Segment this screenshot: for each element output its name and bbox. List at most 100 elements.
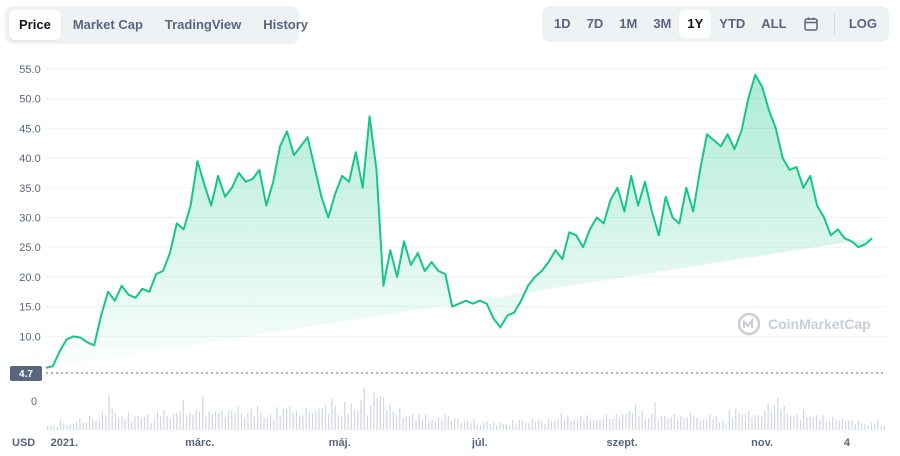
volume-bar	[179, 411, 181, 430]
volume-bar	[573, 419, 575, 430]
volume-bar	[328, 414, 330, 430]
volume-bar	[544, 423, 546, 430]
volume-bar	[147, 413, 149, 430]
volume-bar	[596, 420, 598, 430]
volume-bar	[383, 397, 385, 430]
volume-bar	[609, 418, 611, 430]
range-button-ytd[interactable]: YTD	[719, 16, 746, 31]
volume-bar	[463, 421, 465, 430]
volume-bar	[59, 420, 62, 430]
range-button-3m[interactable]: 3M	[653, 16, 672, 31]
volume-bar	[631, 413, 633, 430]
volume-bar	[169, 418, 171, 430]
volume-bar	[370, 406, 372, 430]
volume-bar	[127, 412, 129, 430]
volume-bar	[602, 418, 604, 430]
volume-bar	[357, 411, 359, 430]
volume-bar	[722, 420, 724, 430]
price-line	[45, 73, 873, 369]
volume-bar	[877, 420, 879, 430]
volume-bar	[770, 411, 772, 430]
volume-bar	[460, 422, 462, 430]
volume-bar	[140, 417, 142, 430]
volume-bar	[583, 421, 585, 430]
volume-bar	[767, 403, 769, 430]
tab-history[interactable]: History	[263, 17, 309, 32]
volume-bar	[428, 420, 430, 430]
volume-bar	[63, 423, 65, 430]
volume-bar	[809, 417, 811, 430]
volume-bar	[360, 399, 362, 430]
volume-bar	[386, 409, 388, 430]
volume-bar	[803, 409, 805, 430]
volume-bar	[273, 419, 275, 430]
volume-bar	[156, 411, 159, 430]
volume-bar	[835, 419, 837, 430]
volume-bar	[832, 416, 834, 430]
volume-bar	[189, 413, 191, 430]
volume-bar	[505, 423, 507, 430]
volume-bar	[72, 423, 75, 430]
volume-bar	[502, 423, 504, 430]
volume-bar	[551, 420, 553, 430]
volume-bar	[408, 415, 411, 430]
volume-bar	[53, 425, 55, 430]
volume-bar	[421, 419, 423, 430]
volume-bar	[434, 421, 436, 430]
volume-bar	[699, 420, 701, 430]
volume-bar	[761, 416, 763, 430]
volume-bar	[253, 415, 255, 430]
volume-bar	[476, 424, 478, 430]
volume-bar	[764, 410, 766, 430]
volume-bar	[861, 423, 863, 430]
volume-bar	[366, 415, 369, 430]
volume-bar	[79, 418, 81, 430]
volume-bar	[198, 411, 201, 430]
volume-bar	[331, 399, 333, 430]
volume-bar	[589, 419, 591, 430]
range-button-1m[interactable]: 1M	[619, 16, 638, 31]
volume-bar	[528, 422, 530, 430]
tab-price[interactable]: Price	[9, 10, 61, 40]
volume-bar	[605, 413, 608, 430]
volume-bar	[308, 411, 310, 430]
tab-market-cap[interactable]: Market Cap	[72, 17, 143, 32]
volume-bar	[541, 420, 543, 430]
volume-bar	[841, 419, 843, 430]
x-tick-label: júl.	[471, 437, 488, 449]
volume-bar	[719, 422, 721, 430]
x-tick-label: 4	[844, 437, 851, 449]
volume-bar	[683, 417, 685, 430]
y-axis: 10.0 15.0 20.0 25.0 30.0 35.0 40.0 45.0 50.0 55.0	[19, 64, 40, 343]
calendar-icon	[804, 17, 818, 31]
x-axis: 2021. márc. máj. júl. szept. nov. 4	[51, 437, 851, 449]
x-tick-label: 2021.	[51, 437, 79, 449]
range-button-7d[interactable]: 7D	[586, 16, 604, 31]
tab-tradingview[interactable]: TradingView	[164, 17, 242, 32]
volume-bar	[257, 405, 259, 430]
range-button-all[interactable]: ALL	[761, 16, 787, 31]
calendar-button[interactable]	[795, 10, 828, 38]
volume-bar	[563, 419, 566, 430]
volume-bar	[686, 417, 688, 430]
currency-label: USD	[12, 437, 35, 449]
volume-bar	[192, 414, 194, 430]
volume-bar	[302, 414, 304, 430]
range-button-1d[interactable]: 1D	[554, 16, 571, 31]
volume-bar	[786, 413, 789, 430]
volume-bar	[825, 421, 827, 430]
volume-bar	[66, 425, 68, 430]
volume-bar	[521, 420, 524, 430]
range-button-1y[interactable]: 1Y	[679, 10, 712, 38]
volume-bar	[790, 415, 792, 430]
volume-bar	[773, 404, 776, 430]
volume-bar	[299, 415, 301, 430]
log-scale-toggle[interactable]: LOG	[848, 16, 877, 31]
coinmarketcap-logo-icon	[737, 312, 761, 336]
volume-bar	[392, 411, 394, 430]
volume-bar	[751, 417, 753, 430]
volume-bar	[486, 421, 488, 430]
volume-bar	[292, 412, 294, 430]
volume-bar	[211, 414, 213, 430]
